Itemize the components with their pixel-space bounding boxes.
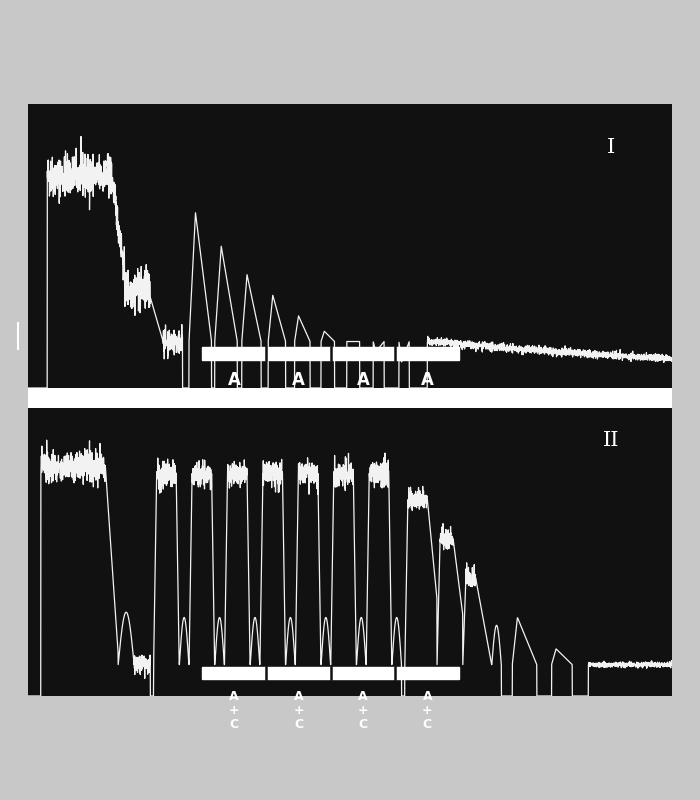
Bar [202,667,459,678]
Text: A: A [292,371,305,389]
Text: A
+
C: A + C [358,690,368,731]
Text: A
+
C: A + C [229,690,239,731]
Text: A: A [228,371,241,389]
Text: A
+
C: A + C [422,690,433,731]
Text: II: II [603,431,619,450]
Text: A: A [356,371,370,389]
Bar [202,347,459,360]
Text: A
+
C: A + C [293,690,304,731]
Text: I: I [607,138,615,157]
Text: A: A [421,371,434,389]
